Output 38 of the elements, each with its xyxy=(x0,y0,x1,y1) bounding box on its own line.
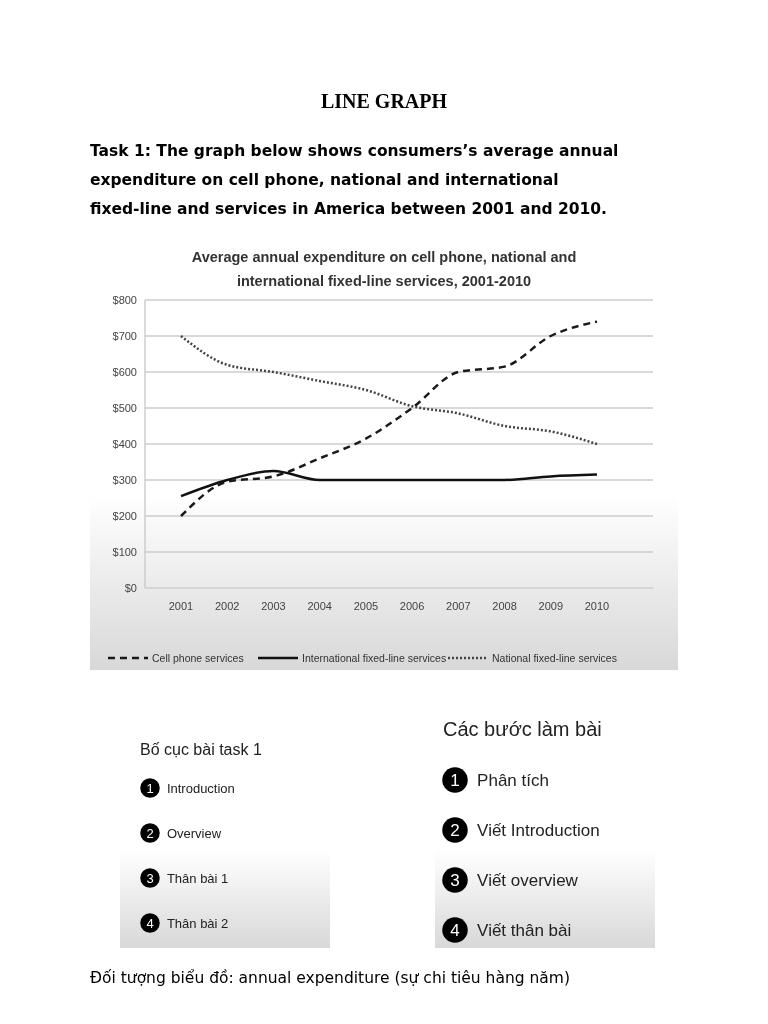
text: 1 Phân tích xyxy=(450,770,549,790)
legend-label: National fixed-line services xyxy=(492,652,617,664)
text: Bố cục bài task 1 xyxy=(140,741,262,758)
x-tick-label: 2010 xyxy=(584,600,610,612)
legend-label: Cell phone services xyxy=(152,652,244,664)
x-tick-label: 2004 xyxy=(307,600,332,612)
x-tick-label: 2009 xyxy=(538,600,564,612)
text: 3 Thân bài 1 xyxy=(146,870,229,886)
y-tick-label: $700 xyxy=(112,330,137,342)
x-tick-label: 2008 xyxy=(492,600,517,612)
text: 2 Overview xyxy=(146,825,222,841)
legend-label: International fixed-line services xyxy=(302,652,447,664)
text: Đối tượng biểu đồ: annual expenditure (sự chi tiêu hàng năm) xyxy=(90,969,570,987)
text: 4 Thân bài 2 xyxy=(146,915,229,931)
text: LINE GRAPH xyxy=(320,90,448,112)
text: 2 Viết Introduction xyxy=(450,820,600,840)
text: Các bước làm bài xyxy=(443,718,602,740)
x-tick-label: 2003 xyxy=(261,600,286,612)
chart-title: Average annual expenditure on cell phone, national and international fixed-line services, 2001-2010 xyxy=(191,249,577,289)
y-tick-label: $800 xyxy=(112,294,137,306)
x-tick-label: 2006 xyxy=(399,600,425,612)
y-tick-label: $300 xyxy=(112,474,137,486)
line-series xyxy=(179,334,599,446)
y-tick-label: $500 xyxy=(112,402,137,414)
text: Task 1: The graph below shows consumers’s average annual expenditure on cell phone, national and international fixed-line and services in America between 2001 and 2010. xyxy=(90,142,619,218)
x-tick-label: 2002 xyxy=(214,600,240,612)
text: 3 Viết overview xyxy=(450,870,579,890)
y-tick-label: $0 xyxy=(124,582,137,594)
x-tick-label: 2005 xyxy=(353,600,379,612)
x-tick-label: 2007 xyxy=(446,600,471,612)
line-series xyxy=(179,320,599,518)
y-tick-label: $400 xyxy=(112,438,137,450)
x-tick-label: 2001 xyxy=(168,600,194,612)
y-tick-label: $100 xyxy=(112,546,137,558)
text: 1 Introduction xyxy=(146,780,235,796)
y-tick-label: $600 xyxy=(112,366,137,378)
y-tick-label: $200 xyxy=(112,510,137,522)
text: 4 Viết thân bài xyxy=(450,920,572,940)
